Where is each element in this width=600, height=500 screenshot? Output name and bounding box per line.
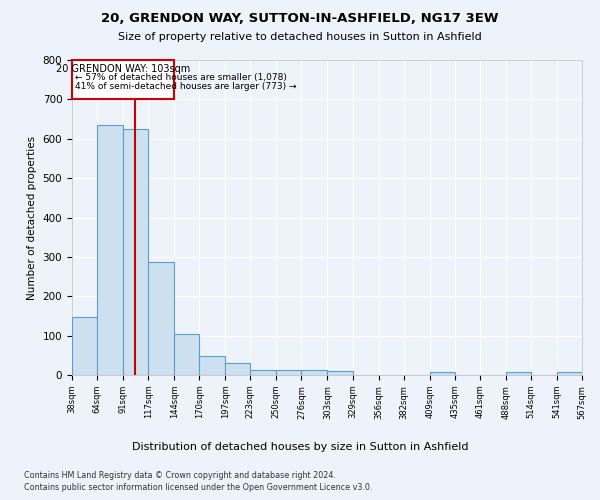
Text: Contains HM Land Registry data © Crown copyright and database right 2024.: Contains HM Land Registry data © Crown c… xyxy=(24,471,336,480)
Bar xyxy=(199,356,225,375)
Text: Size of property relative to detached houses in Sutton in Ashfield: Size of property relative to detached ho… xyxy=(118,32,482,42)
Text: Contains public sector information licensed under the Open Government Licence v3: Contains public sector information licen… xyxy=(24,483,373,492)
Bar xyxy=(506,372,531,375)
Text: Distribution of detached houses by size in Sutton in Ashfield: Distribution of detached houses by size … xyxy=(132,442,468,452)
Text: 41% of semi-detached houses are larger (773) →: 41% of semi-detached houses are larger (… xyxy=(75,82,296,90)
Text: 20 GRENDON WAY: 103sqm: 20 GRENDON WAY: 103sqm xyxy=(56,64,190,74)
Bar xyxy=(225,363,250,375)
Bar xyxy=(301,370,328,375)
Bar xyxy=(250,370,277,375)
Bar xyxy=(123,129,148,375)
Bar xyxy=(328,371,353,375)
Bar xyxy=(557,372,582,375)
Y-axis label: Number of detached properties: Number of detached properties xyxy=(27,136,37,300)
Text: 20, GRENDON WAY, SUTTON-IN-ASHFIELD, NG17 3EW: 20, GRENDON WAY, SUTTON-IN-ASHFIELD, NG1… xyxy=(101,12,499,26)
Bar xyxy=(174,334,199,375)
Bar xyxy=(97,126,123,375)
Text: ← 57% of detached houses are smaller (1,078): ← 57% of detached houses are smaller (1,… xyxy=(75,72,287,82)
Bar xyxy=(430,372,455,375)
FancyBboxPatch shape xyxy=(72,60,174,100)
Bar xyxy=(148,262,174,375)
Bar xyxy=(72,316,97,375)
Bar xyxy=(277,370,301,375)
